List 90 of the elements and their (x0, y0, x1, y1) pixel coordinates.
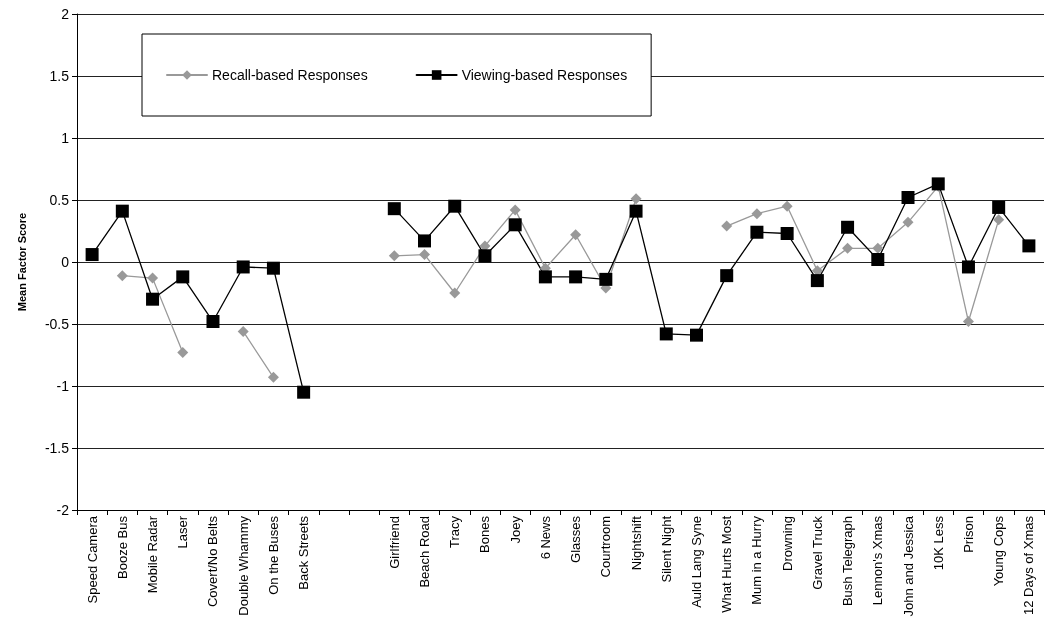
x-tick-label: Nightshift (628, 515, 644, 571)
point (147, 272, 159, 284)
point (297, 385, 311, 399)
x-tick-label: Double Whammy (235, 515, 251, 616)
point (872, 242, 884, 254)
x-tick-label: Back Streets (296, 515, 312, 590)
x-tick-label: Girlfriend (386, 516, 402, 569)
x-tick-label: On the Buses (265, 515, 281, 595)
point (842, 242, 854, 254)
point (206, 315, 220, 329)
point (841, 220, 855, 234)
point (115, 204, 129, 218)
point (418, 234, 432, 248)
y-tick-label: 0 (61, 254, 70, 270)
legend-label: Recall-based Responses (212, 67, 368, 83)
x-tick-label: Booze Bus (114, 515, 130, 579)
x-tick-label: 12 Days of Xmas (1021, 515, 1037, 615)
x-tick-label: Beach Road (417, 516, 433, 588)
point (993, 214, 1005, 226)
x-tick-label: John and Jessica (900, 515, 916, 617)
x-tick-label: Laser (175, 515, 191, 549)
point (751, 208, 763, 220)
point (419, 249, 431, 261)
point (116, 270, 128, 282)
point (267, 371, 279, 383)
x-tick-label: Bones (477, 515, 493, 553)
point (509, 204, 521, 216)
point (85, 248, 99, 262)
x-tick-label: Courtroom (598, 516, 614, 578)
point (962, 316, 974, 328)
x-tick-label: 6 News (537, 515, 553, 560)
point (992, 200, 1006, 214)
point (659, 327, 673, 341)
point (871, 253, 885, 267)
x-tick-label: Bush Telegraph (840, 516, 856, 607)
x-tick-label: Glasses (568, 515, 584, 563)
x-tick-label: Mobile Radar (145, 515, 161, 594)
point (448, 199, 462, 213)
y-axis-title: Mean Factor Score (15, 212, 28, 312)
x-tick-label: Auld Lang Syne (688, 516, 704, 608)
x-tick-label: Covert/No Belts (205, 515, 221, 608)
x-tick-label: Prison (960, 516, 976, 553)
x-tick-label: What Hurts Most (719, 515, 735, 613)
y-tick-label: -1.5 (44, 440, 70, 456)
point (810, 274, 824, 288)
y-tick-label: -0.5 (44, 316, 70, 332)
x-tick-label: Joey (507, 515, 523, 544)
point (630, 193, 642, 205)
point (902, 216, 914, 228)
x-tick-label: Young Cops (991, 515, 1007, 587)
y-tick-label: 0.5 (49, 192, 70, 208)
x-tick-label: 10K Less (930, 515, 946, 571)
point (146, 292, 160, 306)
point (449, 287, 461, 299)
point (720, 269, 734, 283)
point (721, 220, 733, 232)
point (538, 270, 552, 284)
point (177, 347, 189, 359)
point (629, 204, 643, 218)
point (901, 191, 915, 205)
legend-label: Viewing-based Responses (461, 67, 628, 83)
point (570, 229, 582, 241)
y-tick-label: 1.5 (49, 68, 70, 84)
point (689, 328, 703, 342)
point (1022, 239, 1036, 253)
x-tick-label: Drowning (779, 516, 795, 571)
x-tick-label: Mum in a Hurry (749, 515, 765, 605)
point (961, 260, 975, 274)
point (750, 225, 764, 239)
point (781, 200, 793, 212)
point (387, 202, 401, 216)
point (780, 226, 794, 240)
y-tick-label: -1 (56, 378, 70, 394)
x-tick-label: Gravel Truck (809, 515, 825, 590)
point (508, 218, 522, 232)
x-tick-label: Lennon's Xmas (870, 515, 886, 606)
x-tick-label: Silent Night (658, 515, 674, 583)
point (569, 270, 583, 284)
point (236, 260, 250, 274)
y-tick-label: 1 (61, 130, 70, 146)
point (237, 325, 249, 337)
x-tick-label: Tracy (447, 515, 463, 549)
y-tick-label: -2 (56, 502, 70, 518)
point (176, 270, 190, 284)
x-tick-label: Speed Camera (84, 515, 100, 604)
point (266, 261, 280, 275)
point (388, 250, 400, 262)
point (599, 272, 613, 286)
point (478, 249, 492, 263)
y-tick-label: 2 (61, 6, 70, 22)
